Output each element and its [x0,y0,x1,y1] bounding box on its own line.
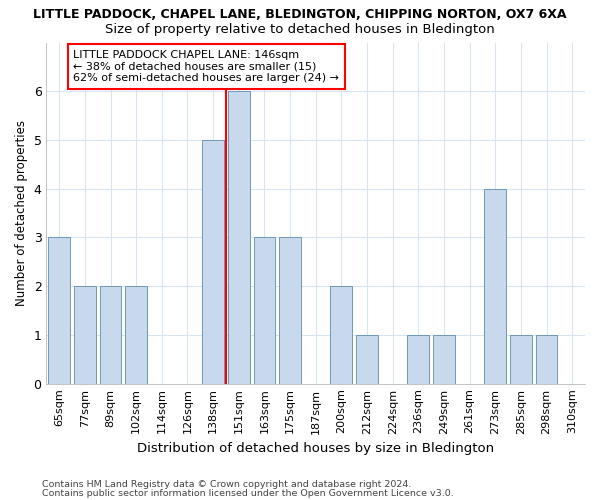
Bar [74,286,96,384]
Text: LITTLE PADDOCK, CHAPEL LANE, BLEDINGTON, CHIPPING NORTON, OX7 6XA: LITTLE PADDOCK, CHAPEL LANE, BLEDINGTON,… [33,8,567,20]
Bar [536,335,557,384]
Bar [279,238,301,384]
Bar [125,286,147,384]
Y-axis label: Number of detached properties: Number of detached properties [15,120,28,306]
Bar [202,140,224,384]
Bar [331,286,352,384]
Bar [100,286,121,384]
Bar [433,335,455,384]
Bar [484,188,506,384]
Bar [510,335,532,384]
Text: Size of property relative to detached houses in Bledington: Size of property relative to detached ho… [105,22,495,36]
Text: LITTLE PADDOCK CHAPEL LANE: 146sqm
← 38% of detached houses are smaller (15)
62%: LITTLE PADDOCK CHAPEL LANE: 146sqm ← 38%… [73,50,340,83]
Text: Contains public sector information licensed under the Open Government Licence v3: Contains public sector information licen… [42,488,454,498]
Bar [407,335,429,384]
Bar [254,238,275,384]
X-axis label: Distribution of detached houses by size in Bledington: Distribution of detached houses by size … [137,442,494,455]
Text: Contains HM Land Registry data © Crown copyright and database right 2024.: Contains HM Land Registry data © Crown c… [42,480,412,489]
Bar [228,91,250,384]
Bar [49,238,70,384]
Bar [356,335,378,384]
